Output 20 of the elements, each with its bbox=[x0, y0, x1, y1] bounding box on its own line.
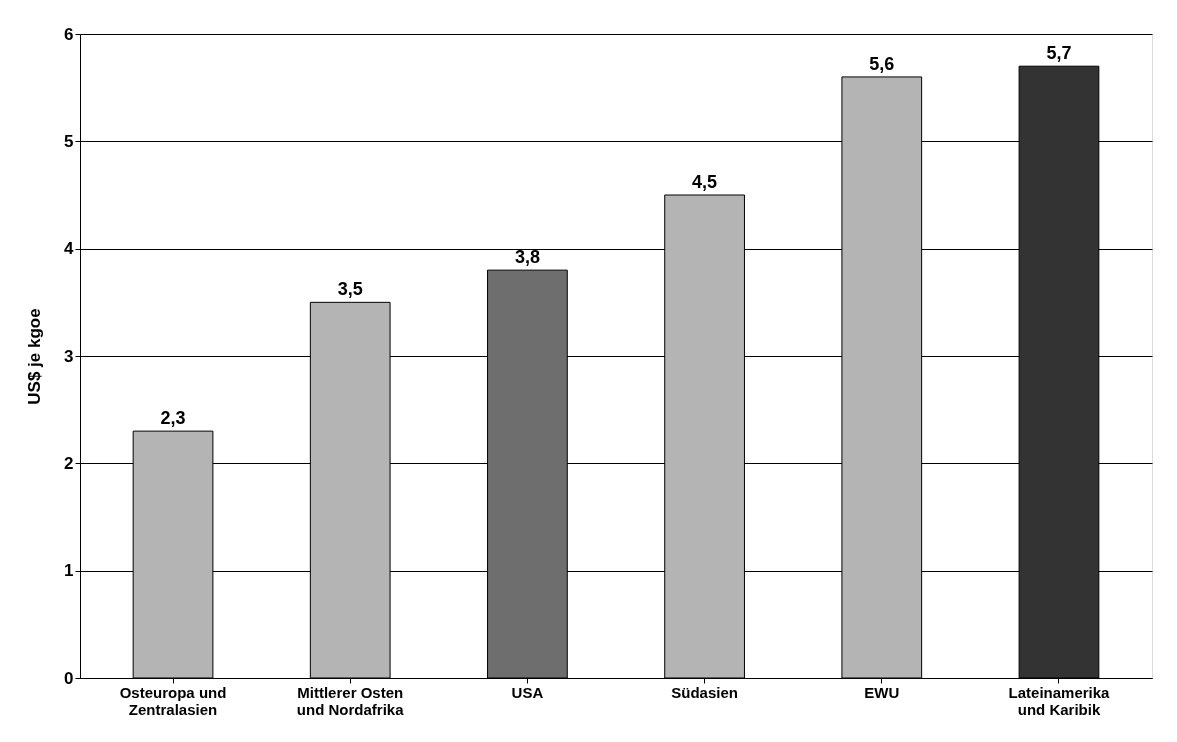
y-tick-label: 4 bbox=[64, 239, 75, 259]
data-label: 2,3 bbox=[160, 408, 186, 429]
x-tick-label: Lateinamerika und Karibik bbox=[1008, 683, 1111, 718]
x-tick-label: EWU bbox=[864, 683, 900, 701]
y-tick-label: 1 bbox=[64, 561, 74, 581]
data-label: 4,5 bbox=[692, 172, 718, 192]
data-label: 5,7 bbox=[1046, 43, 1072, 64]
x-tick-label: USA bbox=[511, 683, 544, 701]
x-tick-label: Mittlerer Osten und Nordafrika bbox=[296, 683, 405, 718]
y-tick-label: 2 bbox=[64, 453, 74, 473]
data-label: 3,8 bbox=[514, 247, 540, 268]
x-tick-label: Osteuropa und Zentralasien bbox=[119, 683, 227, 718]
data-label: 3,5 bbox=[337, 279, 363, 300]
x-tick-label: Südasien bbox=[671, 683, 738, 701]
y-tick-label: 5 bbox=[64, 131, 74, 151]
y-tick-label: 6 bbox=[64, 24, 74, 44]
y-tick-label: 3 bbox=[64, 346, 74, 366]
data-label: 5,6 bbox=[869, 53, 895, 74]
y-tick-label: 0 bbox=[64, 668, 74, 688]
y-axis-title: US$ je kgoe bbox=[25, 308, 45, 405]
